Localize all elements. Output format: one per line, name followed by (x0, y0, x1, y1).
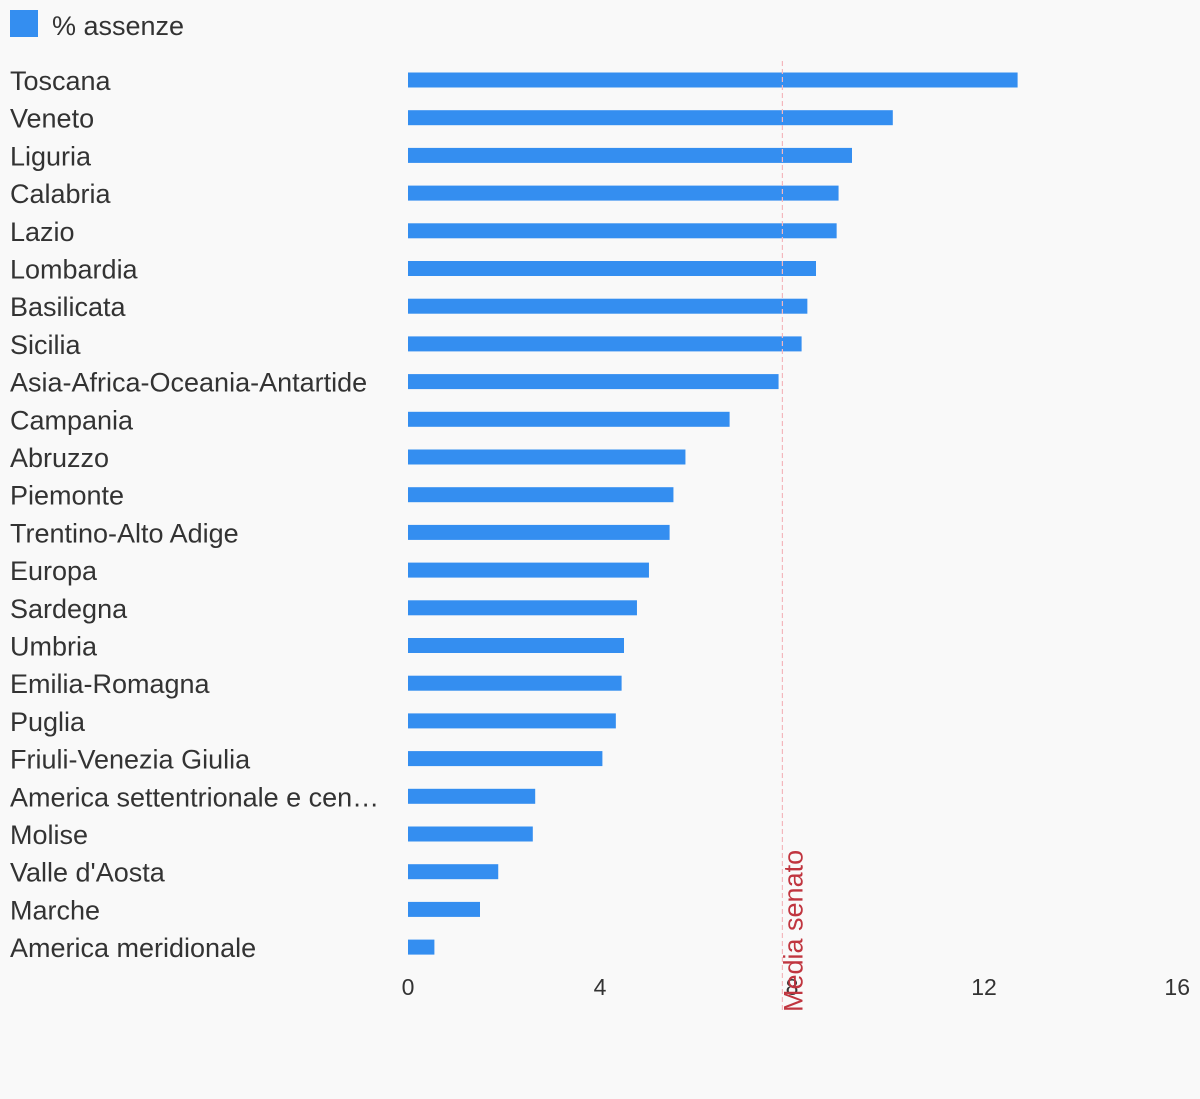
category-label: Umbria (10, 632, 98, 662)
bar (408, 72, 1018, 88)
bar (408, 261, 816, 276)
category-label: Emilia-Romagna (10, 669, 211, 699)
category-label: Abruzzo (10, 443, 109, 473)
bar (408, 638, 624, 653)
bar (408, 600, 637, 616)
bar (408, 298, 808, 314)
bar (408, 751, 603, 767)
category-label: Asia-Africa-Oceania-Antartide (10, 368, 367, 398)
category-label: Lombardia (10, 255, 139, 285)
bar (408, 374, 779, 390)
bar (408, 788, 536, 804)
bars-layer (408, 72, 1018, 955)
category-label: Calabria (10, 179, 112, 209)
reference-line-label: Media senato (778, 850, 808, 1012)
bar (408, 524, 670, 540)
bar (408, 939, 435, 955)
bar (408, 223, 837, 239)
category-label: America meridionale (10, 933, 256, 963)
category-label: Valle d'Aosta (10, 858, 166, 888)
x-tick-label: 4 (594, 974, 607, 1000)
category-label: Molise (10, 820, 88, 850)
x-tick-label: 0 (402, 974, 415, 1000)
category-label: Basilicata (10, 292, 127, 322)
category-label: Veneto (10, 104, 94, 134)
bar (408, 110, 893, 126)
category-label: Sicilia (10, 330, 82, 360)
category-label: Liguria (10, 141, 92, 171)
category-label: Campania (10, 405, 134, 435)
category-label: Piemonte (10, 481, 124, 511)
x-tick-label: 8 (786, 974, 799, 1000)
category-label: Trentino-Alto Adige (10, 518, 239, 548)
category-label: Sardegna (10, 594, 128, 624)
category-labels: Toscana Veneto Liguria Calabria Lazio Lombard… (10, 66, 379, 963)
bar (408, 826, 533, 842)
category-label: Puglia (10, 707, 86, 737)
legend-swatch (10, 10, 38, 37)
bar (408, 336, 802, 352)
category-label: America settentrionale e cen… (10, 782, 379, 812)
bar (408, 449, 686, 465)
x-axis-ticks: 0 4 8 12 16 (402, 974, 1190, 1000)
bar (408, 185, 839, 201)
category-label: Marche (10, 895, 100, 925)
x-tick-label: 12 (971, 974, 997, 1000)
category-label: Friuli-Venezia Giulia (10, 745, 251, 775)
bar (408, 147, 852, 163)
category-label: Europa (10, 556, 98, 586)
bar (408, 487, 674, 503)
bar (408, 713, 616, 729)
category-label: Toscana (10, 66, 112, 96)
legend-label: % assenze (52, 11, 184, 41)
bar (408, 864, 499, 880)
bar (408, 675, 622, 691)
bar (408, 562, 649, 578)
category-label: Lazio (10, 217, 75, 247)
bar (408, 411, 730, 427)
bar (408, 901, 480, 917)
x-tick-label: 16 (1164, 974, 1190, 1000)
